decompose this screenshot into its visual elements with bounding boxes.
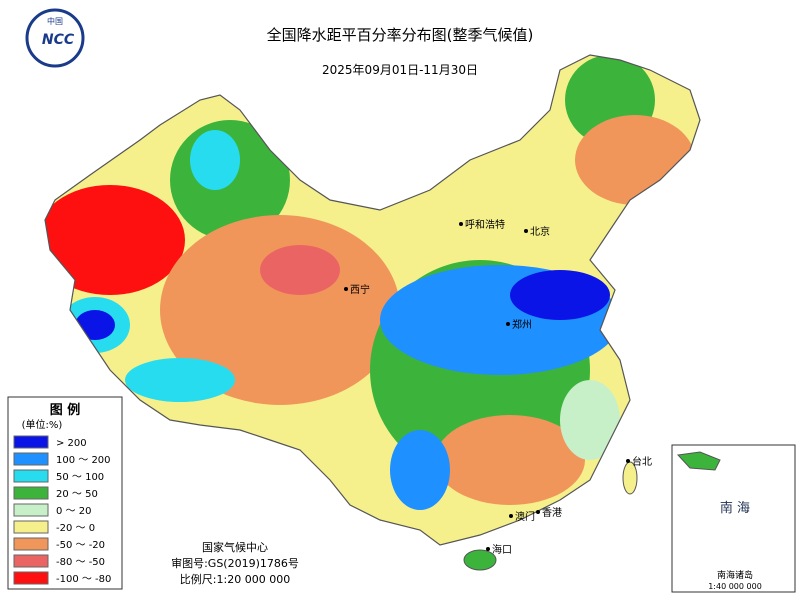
legend-label: 50 ～ 100	[56, 472, 104, 483]
scale: 比例尺:1:20 000 000	[180, 572, 290, 586]
review-number: 审图号:GS(2019)1786号	[171, 556, 299, 570]
legend-unit: (单位:%)	[22, 418, 63, 431]
logo	[25, 8, 85, 68]
place-label: 台北	[632, 455, 652, 468]
legend-label: -100 ～ -80	[56, 574, 111, 585]
place-dot	[536, 510, 540, 514]
title: 全国降水距平百分率分布图(整季气候值)	[267, 26, 534, 44]
place-dot	[626, 459, 630, 463]
place-label: 澳门	[515, 510, 535, 523]
legend-label: 100 ～ 200	[56, 455, 111, 466]
legend-label: 20 ～ 50	[56, 489, 98, 500]
hainan	[463, 549, 497, 571]
inset-sea: 南 海	[720, 500, 750, 516]
legend-label: -20 ～ 0	[56, 523, 95, 534]
legend-label: > 200	[56, 438, 87, 449]
place-label: 海口	[492, 543, 512, 556]
legend-swatch	[13, 452, 49, 466]
logo-text: NCC	[42, 32, 75, 48]
inset-box	[671, 444, 796, 593]
place-dot	[486, 547, 490, 551]
place-dot	[459, 222, 463, 226]
legend-swatch	[13, 486, 49, 500]
legend-swatch	[13, 537, 49, 551]
place-dot	[506, 322, 510, 326]
border	[44, 54, 701, 546]
legend-label: -80 ～ -50	[56, 557, 105, 568]
place-dot	[344, 287, 348, 291]
taiwan	[622, 461, 638, 495]
subtitle: 2025年09月01日-11月30日	[322, 63, 478, 77]
legend-label: 0 ～ 20	[56, 506, 91, 517]
legend-swatch	[13, 503, 49, 517]
place-label: 北京	[530, 225, 550, 238]
agency: 国家气候中心	[202, 540, 268, 554]
place-dot	[524, 229, 528, 233]
place-label: 呼和浩特	[465, 219, 505, 231]
inset-land	[676, 451, 721, 471]
legend-swatch	[13, 554, 49, 568]
legend-swatch	[13, 469, 49, 483]
place-label: 西宁	[350, 283, 370, 296]
inset-islands: 南海诸岛	[717, 569, 753, 581]
place-label: 香港	[542, 507, 562, 519]
inset-scale: 1:40 000 000	[708, 582, 762, 591]
legend-label: -50 ～ -20	[56, 540, 105, 551]
logo-top: 中国	[47, 16, 63, 26]
place-dot	[509, 514, 513, 518]
legend-items: > 200 100 ～ 200 50 ～ 100 20 ～ 50 0 ～ 20 -20 ～…	[13, 435, 111, 585]
legend-swatch	[13, 571, 49, 585]
legend-swatch	[13, 435, 49, 449]
legend-swatch	[13, 520, 49, 534]
legend-title: 图 例	[50, 402, 81, 418]
place-label: 郑州	[512, 318, 532, 331]
